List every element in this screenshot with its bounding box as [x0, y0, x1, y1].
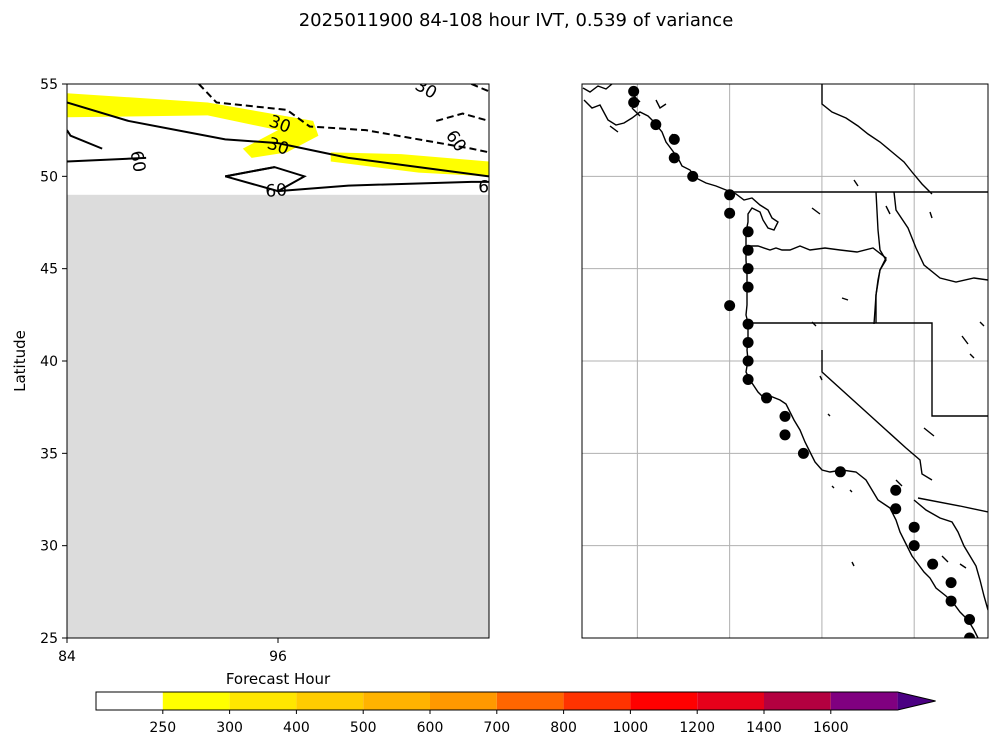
missing-data-region	[67, 194, 489, 638]
map-point-1	[628, 85, 640, 97]
colorbar-tick-label: 1200	[679, 720, 715, 736]
colorbar-tick-label: 700	[483, 720, 510, 736]
colorbar-tick-label: 1600	[813, 720, 849, 736]
map-point-28	[945, 577, 957, 589]
figure-title: 2025011900 84-108 hour IVT, 0.539 of var…	[299, 10, 734, 31]
y-tick-label: 55	[40, 77, 58, 93]
map-point-9	[742, 226, 754, 238]
map-point-6	[687, 170, 699, 182]
contour-label-4: 60	[265, 180, 288, 202]
map-point-2	[628, 96, 640, 108]
colorbar: 250 300 400 500 600 700 800 1000 1200 1400 1600	[95, 691, 936, 736]
map-point-8	[724, 207, 736, 219]
y-tick-label: 45	[40, 262, 58, 278]
map-point-16	[742, 355, 754, 367]
coastline	[582, 84, 988, 638]
contour-line-4	[67, 101, 489, 178]
colorbar-segment-10	[697, 692, 764, 710]
colorbar-segment-6	[430, 692, 497, 710]
contour-line-8	[224, 166, 279, 193]
colorbar-segment-5	[363, 692, 430, 710]
ivt-filled-band-1	[67, 93, 319, 158]
colorbar-segment-2	[162, 692, 230, 710]
contour-line-1	[198, 84, 489, 154]
map-point-26	[908, 540, 920, 552]
colorbar-tick-label: 800	[550, 720, 577, 736]
y-tick-label: 25	[40, 631, 58, 647]
map-point-12	[742, 281, 754, 293]
map-point-29	[945, 595, 957, 607]
map-point-19	[779, 410, 791, 422]
colorbar-tick-label: 1400	[746, 720, 782, 736]
map-point-10	[742, 244, 754, 256]
map-panel	[581, 83, 989, 639]
map-point-21	[797, 447, 809, 459]
colorbar-segment-8	[563, 692, 631, 710]
colorbar-tick-label: 300	[216, 720, 243, 736]
map-point-14	[742, 318, 754, 330]
x-axis-label: Forecast Hour	[226, 670, 331, 688]
map-point-22	[834, 466, 846, 478]
colorbar-outline	[95, 691, 936, 711]
map-point-30	[964, 614, 976, 626]
contour-line-2	[471, 84, 489, 93]
map-point-3	[650, 119, 662, 131]
y-tick-label: 40	[40, 354, 58, 370]
map-point-20	[779, 429, 791, 441]
colorbar-segment-7	[496, 692, 564, 710]
contour-label-1: 60	[126, 149, 149, 174]
colorbar-segment-4	[296, 692, 364, 710]
y-tick-label: 30	[40, 539, 58, 555]
map-frame	[581, 83, 989, 639]
map-point-24	[890, 503, 902, 515]
colorbar-extend-arrow	[897, 692, 936, 710]
colorbar-tick-label: 400	[283, 720, 310, 736]
map-point-23	[890, 484, 902, 496]
contour-label-7: 6	[478, 177, 489, 197]
map-point-27	[927, 558, 939, 570]
colorbar-segment-9	[630, 692, 698, 710]
colorbar-tick-label: 500	[350, 720, 377, 736]
y-tick-label: 50	[40, 169, 58, 185]
map-point-15	[742, 337, 754, 349]
map-point-13	[724, 300, 736, 312]
colorbar-segment-12	[830, 692, 898, 710]
x-tick-label: 96	[269, 649, 287, 665]
colorbar-tick-label: 1000	[613, 720, 649, 736]
x-tick-label: 84	[58, 649, 76, 665]
colorbar-segment-1	[96, 692, 163, 710]
map-point-31	[964, 632, 976, 638]
colorbar-segment-3	[229, 692, 297, 710]
map-point-17	[742, 373, 754, 385]
y-tick-label: 35	[40, 446, 58, 462]
map-point-4	[668, 133, 680, 145]
map-point-7	[724, 189, 736, 201]
map-point-25	[908, 521, 920, 533]
map-point-11	[742, 263, 754, 275]
colorbar-tick-label: 600	[417, 720, 444, 736]
map-point-18	[761, 392, 773, 404]
colorbar-segment-11	[764, 692, 831, 710]
contour-line-5	[67, 156, 147, 163]
contour-line-3	[435, 112, 489, 122]
y-axis-label: Latitude	[11, 330, 29, 392]
map-point-5	[668, 152, 680, 164]
contour-line-6	[67, 129, 103, 150]
colorbar-tick-label: 250	[149, 720, 176, 736]
